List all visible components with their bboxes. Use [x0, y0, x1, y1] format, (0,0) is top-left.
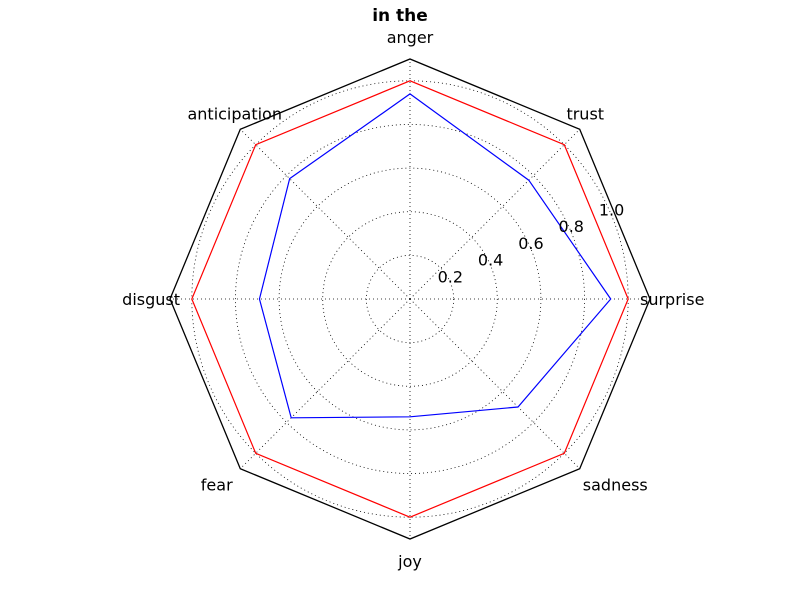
radial-tick-labels: 0.2 0.4 0.6 0.8 1.0 — [438, 201, 625, 287]
series-group — [191, 80, 629, 518]
axis-label-anticipation: anticipation — [187, 105, 282, 124]
series-line-2 — [258, 93, 612, 419]
grid-ring-4 — [235, 124, 585, 474]
grid-spoke-sadness — [409, 298, 580, 469]
grid-spoke-trust — [409, 129, 580, 300]
tick-label-1: 0.2 — [438, 267, 463, 286]
category-labels: surprise trust anger anticipation disgust fea… — [122, 28, 704, 571]
grid-spoke-fear — [240, 298, 411, 469]
axis-label-disgust: disgust — [122, 290, 180, 309]
axis-label-anger: anger — [387, 28, 434, 47]
chart-title: in the — [372, 6, 428, 26]
tick-label-5: 1.0 — [599, 201, 624, 220]
tick-label-2: 0.4 — [478, 251, 503, 270]
axis-label-fear: fear — [201, 475, 233, 494]
tick-label-3: 0.6 — [518, 234, 543, 253]
grid-ring-3 — [278, 167, 542, 431]
grid-spoke-anticipation — [240, 129, 411, 300]
grid-ring-2 — [322, 211, 498, 387]
radial-grid — [170, 59, 650, 539]
axis-label-joy: joy — [397, 552, 422, 571]
axis-label-sadness: sadness — [583, 475, 648, 494]
axis-label-surprise: surprise — [640, 290, 704, 309]
tick-label-4: 0.8 — [559, 217, 584, 236]
series-line-1 — [191, 80, 629, 518]
outer-frame — [169, 58, 651, 540]
axis-label-trust: trust — [566, 105, 604, 124]
grid-ring-1 — [365, 254, 455, 344]
